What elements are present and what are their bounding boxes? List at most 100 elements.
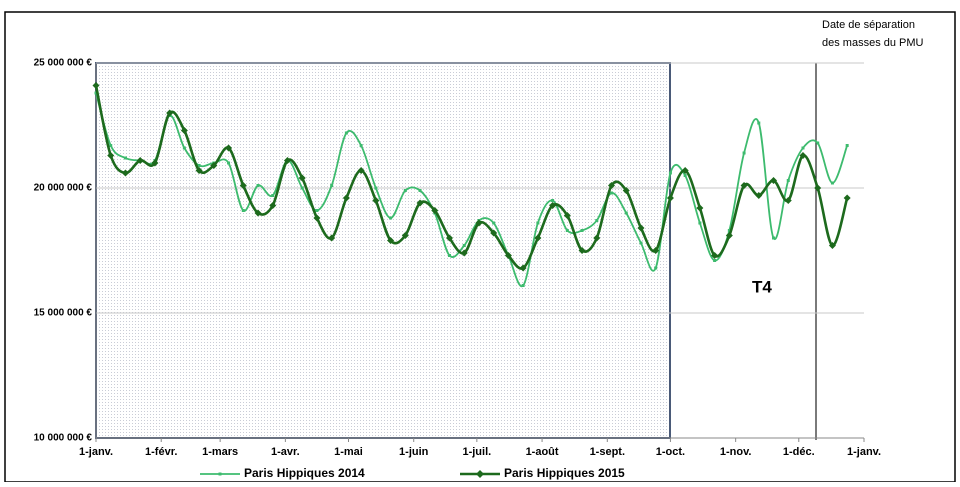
marker [549, 202, 557, 209]
marker [92, 82, 100, 89]
x-tick-label: 1-mai [334, 446, 363, 458]
marker [624, 211, 628, 215]
marker [94, 91, 98, 95]
marker [447, 254, 451, 257]
marker [283, 157, 291, 164]
marker [359, 144, 363, 147]
y-tick-label: 20 000 000 € [34, 183, 93, 194]
marker [416, 199, 424, 207]
marker [830, 181, 834, 185]
marker [698, 221, 702, 225]
marker [727, 229, 731, 232]
marker [799, 152, 807, 159]
highlight-region [95, 62, 671, 439]
marker [681, 167, 689, 174]
marker [315, 209, 319, 212]
y-tick-label: 25 000 000 € [34, 58, 93, 69]
marker [551, 199, 555, 202]
marker [342, 194, 350, 202]
marker [578, 247, 586, 254]
x-tick-label: 1-août [526, 446, 559, 458]
marker [210, 162, 218, 169]
x-tick-label: 1-avr. [271, 446, 300, 458]
marker [330, 184, 334, 187]
marker [683, 174, 687, 177]
marker [180, 127, 188, 134]
marker [403, 189, 407, 192]
marker [298, 174, 306, 182]
y-tick-label: 15 000 000 € [34, 308, 93, 319]
x-tick-label: 1-oct. [656, 446, 685, 458]
legend-label: Paris Hippiques 2014 [244, 466, 365, 480]
plot: 10 000 000 € 15 000 000 € 20 000 000 € 25 0… [34, 58, 881, 481]
marker [313, 214, 321, 222]
marker [610, 191, 614, 195]
marker [740, 182, 748, 189]
x-tick-label: 1-mars [202, 446, 238, 458]
legend-marker [218, 472, 222, 476]
marker [227, 161, 231, 165]
marker [357, 167, 365, 174]
marker [109, 144, 113, 147]
x-tick-label: 1-juil. [462, 446, 491, 458]
marker [254, 209, 262, 217]
marker [197, 164, 201, 167]
marker [786, 179, 790, 182]
marker [239, 182, 247, 189]
x-tick-label: 1-févr. [145, 446, 177, 458]
marker [492, 221, 496, 225]
marker [593, 234, 601, 242]
marker [271, 194, 275, 197]
marker [622, 187, 630, 194]
legend-marker [476, 470, 484, 478]
marker [534, 234, 542, 242]
marker [374, 186, 378, 190]
marker [828, 242, 836, 249]
marker [136, 157, 144, 164]
marker [387, 237, 395, 244]
marker [772, 236, 776, 240]
marker [713, 259, 717, 262]
annotation: des masses du PMU [822, 37, 924, 49]
marker [123, 156, 127, 160]
marker [269, 202, 277, 209]
marker [696, 204, 704, 212]
marker [757, 121, 761, 125]
marker [580, 229, 584, 232]
marker [445, 234, 453, 242]
marker [241, 209, 245, 212]
marker [462, 244, 466, 247]
x-tick-label: 1-janv. [79, 446, 113, 458]
annotation: T4 [752, 277, 772, 296]
legend-label: Paris Hippiques 2015 [504, 466, 625, 480]
marker [801, 146, 805, 150]
marker [460, 249, 468, 257]
marker [608, 182, 616, 189]
marker [372, 197, 380, 204]
marker [121, 169, 129, 177]
marker [521, 284, 525, 287]
marker [563, 212, 571, 219]
marker [182, 146, 186, 150]
marker [431, 207, 439, 214]
marker [107, 152, 115, 159]
marker [504, 252, 512, 259]
x-tick-label: 1-juin [399, 446, 429, 458]
marker [668, 171, 672, 175]
marker [595, 219, 599, 222]
marker [328, 234, 336, 242]
x-tick-label: 1-déc. [783, 446, 815, 458]
marker [725, 232, 733, 239]
marker [389, 216, 393, 220]
marker [816, 141, 820, 145]
marker [344, 131, 348, 135]
x-tick-label: 1-nov. [720, 446, 752, 458]
marker [666, 194, 674, 202]
marker [742, 151, 746, 155]
marker [475, 219, 483, 227]
marker [652, 247, 660, 254]
marker [195, 167, 203, 174]
marker [151, 159, 159, 167]
marker [711, 252, 719, 259]
